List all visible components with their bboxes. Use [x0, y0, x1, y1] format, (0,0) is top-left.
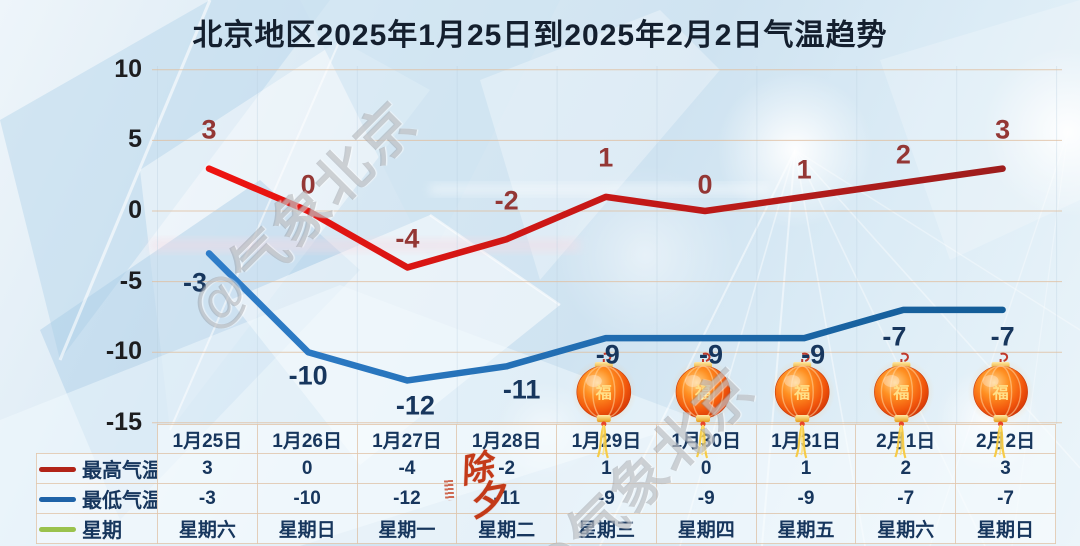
data-label-min: -11: [502, 374, 541, 405]
data-label-min: -12: [395, 390, 435, 421]
data-label-max: 1: [796, 154, 812, 185]
weekday-cell: 星期日: [955, 513, 1056, 544]
min-temp-cell: -3: [157, 483, 258, 514]
min-temp-cell: -7: [955, 483, 1056, 514]
max-temp-swatch-icon: [39, 467, 76, 473]
data-label-max: 3: [201, 114, 217, 145]
legend-cell-week: 星期: [36, 513, 158, 544]
weekday-cell: 星期日: [256, 513, 358, 544]
weekday-cell: 星期五: [755, 513, 857, 544]
max-temp-cell: 0: [655, 453, 757, 484]
min-temp-cell: -11: [456, 483, 558, 514]
weekday-cell: 星期六: [157, 513, 258, 544]
date-header-cell: 2月2日: [955, 424, 1056, 454]
weekday-row: 星期 星期六 星期日 星期一 星期二 星期三 星期四 星期五 星期六 星期日: [36, 513, 1056, 544]
data-label-max: 0: [300, 169, 316, 200]
date-header-cell: 2月1日: [855, 424, 957, 454]
table-corner: [37, 425, 158, 454]
min-temp-cell: -12: [356, 483, 458, 514]
weekday-cell: 星期四: [655, 513, 757, 544]
date-header-cell: 1月25日: [157, 424, 258, 454]
min-temp-cell: -10: [256, 483, 358, 514]
min-temp-cell: -9: [556, 483, 657, 514]
max-temp-cell: 2: [855, 453, 957, 484]
table-header-row: 1月25日 1月26日 1月27日 1月28日 1月29日 1月30日 1月31…: [37, 424, 1056, 454]
chart-title: 北京地区2025年1月25日到2025年2月2日气温趋势: [192, 19, 888, 52]
weekday-cell: 星期二: [456, 513, 558, 544]
data-label-min: -9: [801, 339, 826, 370]
min-temp-cell: -9: [655, 483, 757, 514]
data-label-max: 0: [697, 169, 713, 200]
max-temp-cell: 0: [256, 453, 358, 484]
max-temp-cell: -4: [356, 453, 458, 484]
max-temp-cell: 1: [755, 453, 857, 484]
data-label-min: -10: [288, 360, 328, 391]
y-axis-tick-label: -5: [119, 266, 142, 295]
legend-label-max: 最高气温: [82, 460, 158, 482]
min-temp-row: 最低气温 -3 -10 -12 -11 -9 -9 -9 -7 -7: [36, 483, 1056, 514]
y-axis-tick-label: -15: [105, 407, 142, 436]
min-temp-cell: -9: [755, 483, 857, 514]
date-header-cell: 1月26日: [256, 424, 358, 454]
y-axis-tick-label: 0: [128, 196, 142, 224]
data-label-min: -9: [595, 339, 620, 370]
weekday-cell: 星期一: [356, 513, 458, 544]
max-temp-cell: 1: [556, 453, 657, 484]
data-label-min: -3: [182, 267, 208, 298]
data-label-max: 3: [995, 114, 1011, 145]
data-label-min: -7: [882, 321, 907, 352]
legend-label-week: 星期: [82, 520, 122, 542]
legend-label-min: 最低气温: [82, 490, 158, 512]
min-temp-line: [205, 250, 1006, 384]
date-header-cell: 1月30日: [655, 424, 757, 454]
date-header-cell: 1月29日: [556, 424, 657, 454]
max-temp-row: 最高气温 3 0 -4 -2 1 0 1 2 3: [36, 453, 1056, 484]
date-header-cell: 1月27日: [356, 424, 458, 454]
data-label-max: 1: [598, 142, 614, 173]
y-axis-tick-label: 5: [128, 125, 142, 154]
date-header-cell: 1月31日: [755, 424, 857, 454]
y-axis-tick-label: 10: [114, 54, 142, 83]
data-label-min: -9: [698, 339, 724, 370]
min-temp-swatch-icon: [39, 497, 76, 503]
max-temp-line: [205, 165, 1006, 271]
data-label-max: -4: [395, 223, 420, 254]
data-label-max: -2: [494, 185, 519, 216]
week-swatch-icon: [39, 527, 76, 533]
weekday-cell: 星期六: [855, 513, 957, 544]
max-temp-cell: 3: [157, 453, 258, 484]
weekday-cell: 星期三: [556, 513, 657, 544]
y-axis-tick-label: -10: [105, 337, 142, 366]
data-label-min: -7: [990, 321, 1015, 352]
data-table: 1月25日 1月26日 1月27日 1月28日 1月29日 1月30日 1月31…: [36, 424, 1056, 544]
data-label-max: 2: [895, 139, 911, 170]
legend-cell-min: 最低气温: [36, 483, 158, 514]
min-temp-cell: -7: [855, 483, 957, 514]
max-temp-cell: 3: [955, 453, 1056, 484]
max-temp-cell: -2: [456, 453, 558, 484]
date-header-cell: 1月28日: [456, 424, 558, 454]
legend-cell-max: 最高气温: [36, 453, 158, 484]
